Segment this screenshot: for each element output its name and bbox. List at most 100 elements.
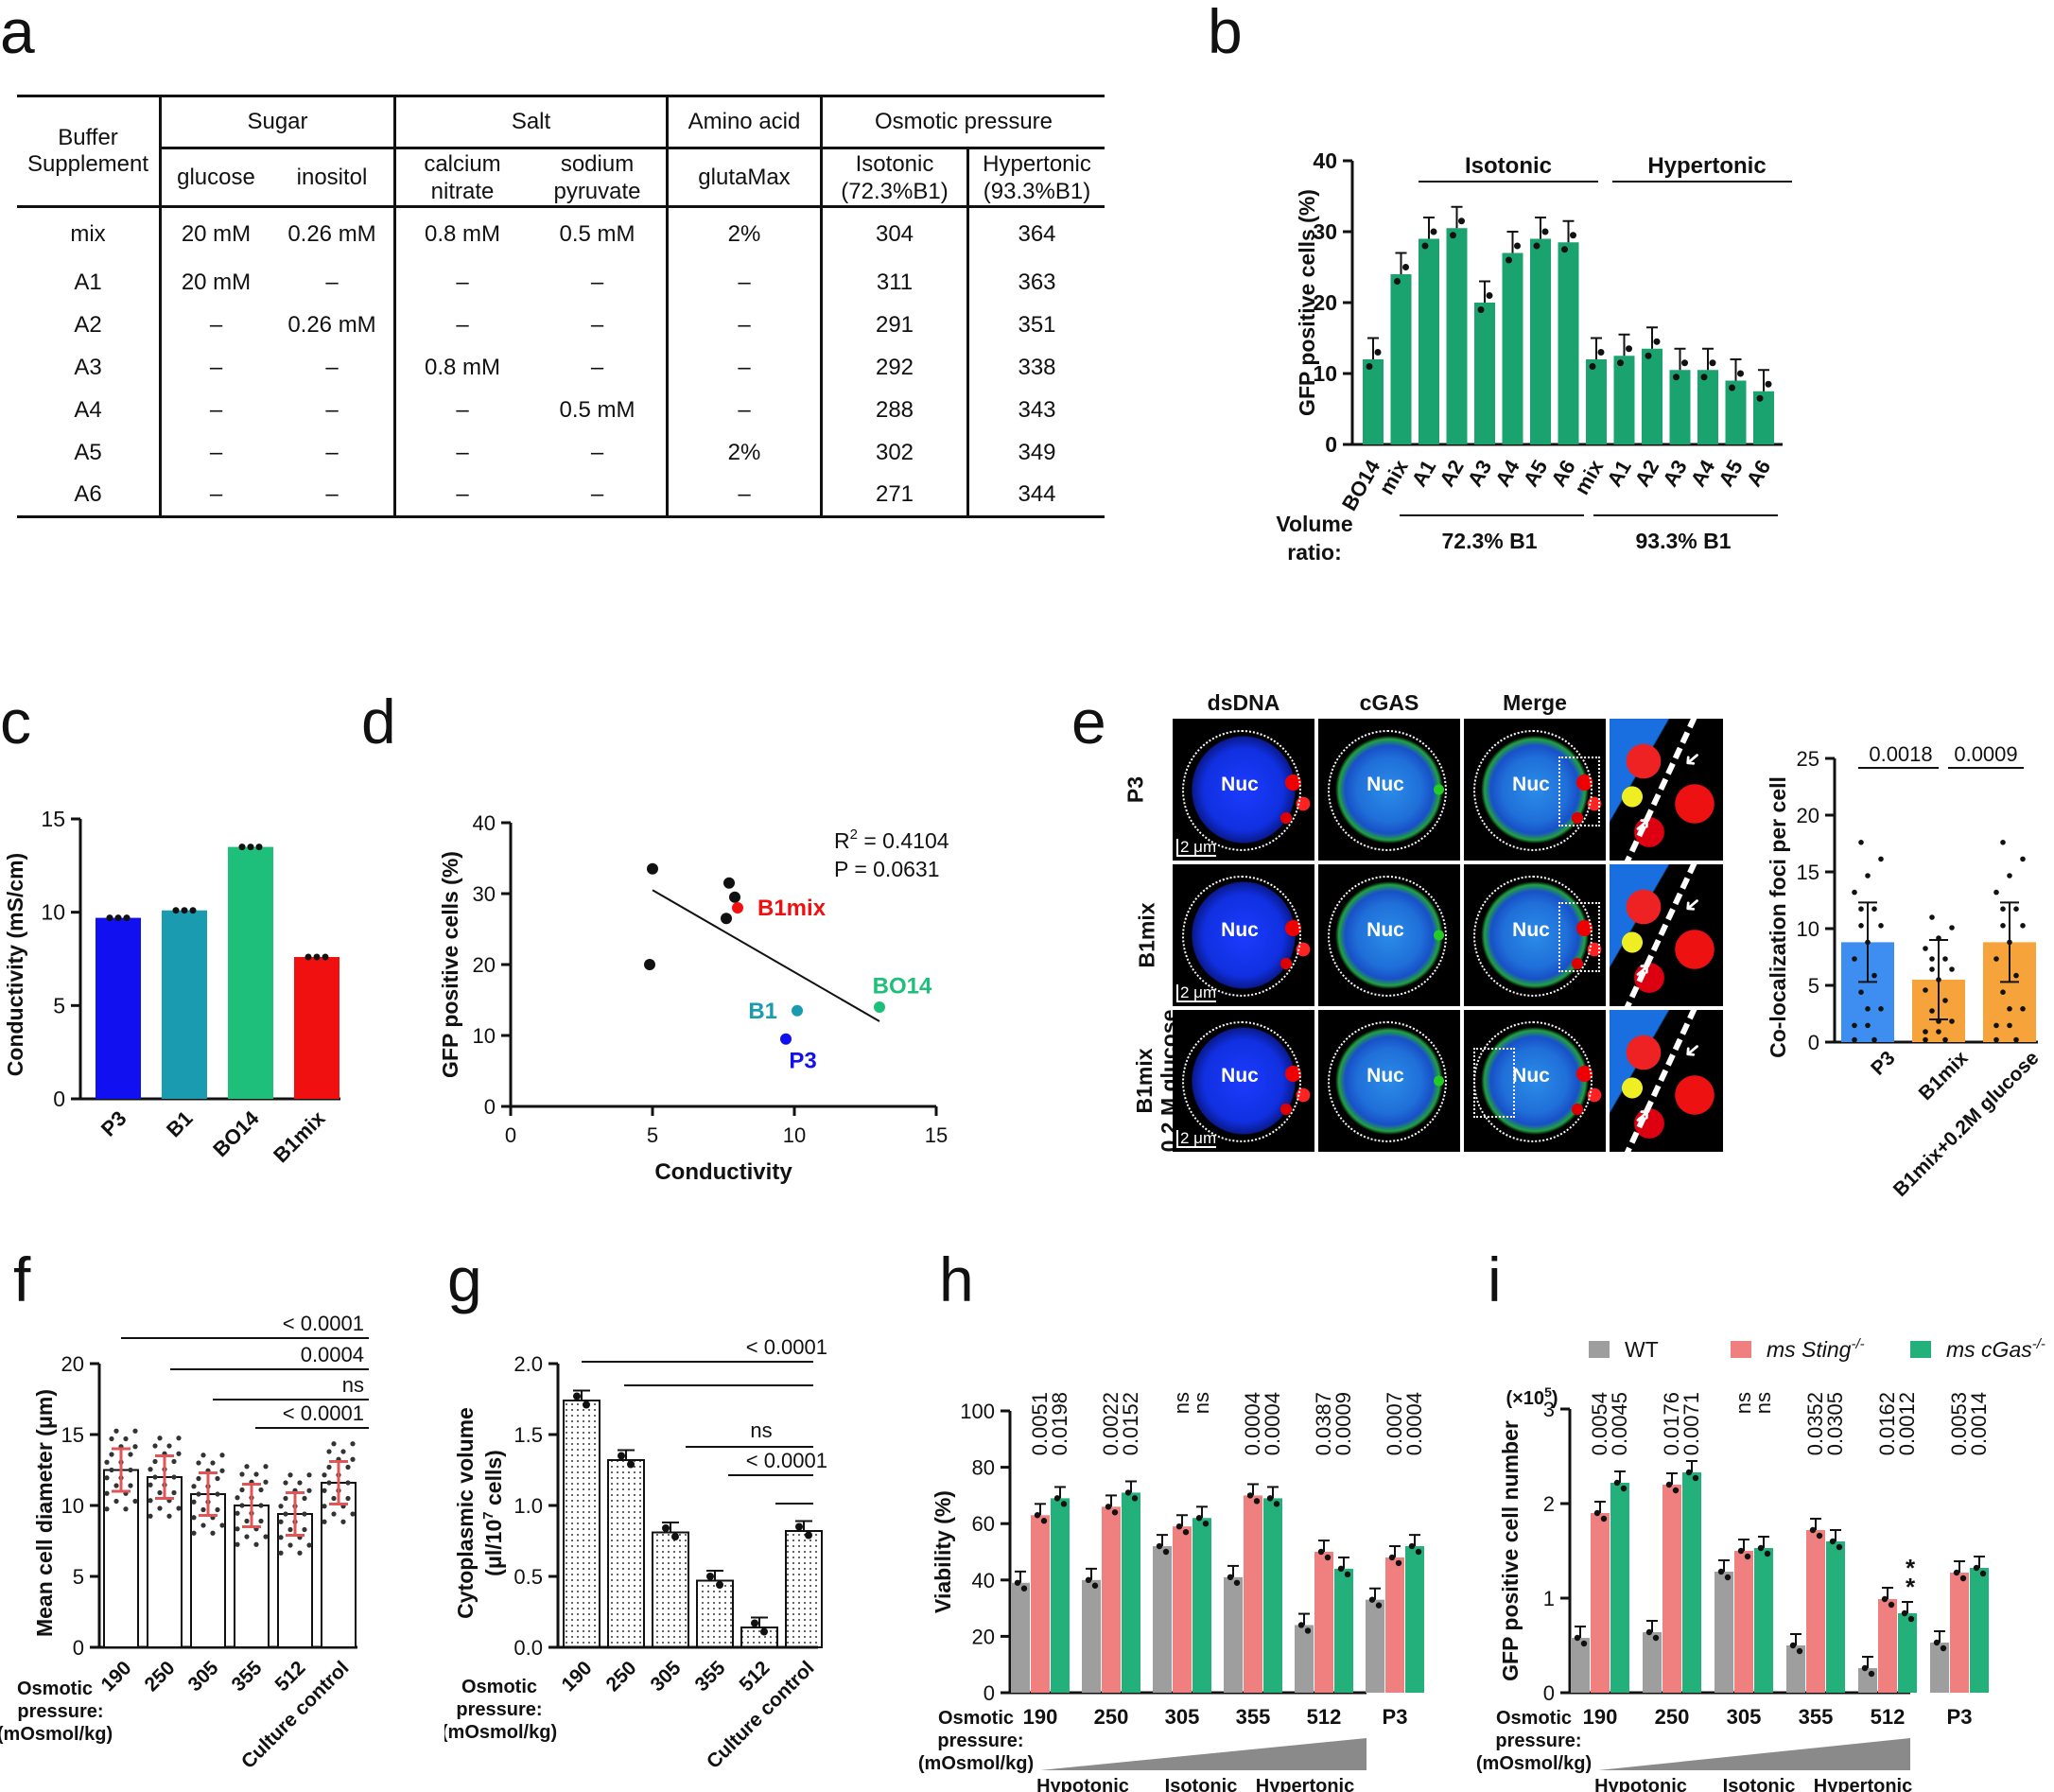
chart-h: 0 20 40 60 80 100 Viability (%) 190 0.00510.0198… — [918, 1392, 1426, 1792]
y-tick-label: 15 — [61, 1423, 84, 1447]
table-cell: – — [529, 474, 668, 518]
data-point — [1865, 939, 1871, 946]
p-value: 0.0152 — [1119, 1392, 1142, 1455]
regression-line — [652, 889, 880, 1022]
table-row-label: A1 — [74, 270, 102, 295]
data-point — [1852, 956, 1857, 962]
nucleus-outline — [1182, 1021, 1301, 1142]
p-value: 0.0022 — [1099, 1392, 1123, 1455]
x-axis-label: Osmotic — [938, 1708, 1014, 1729]
data-point — [1685, 1469, 1693, 1476]
table-row-label: A3 — [74, 355, 102, 380]
scatter-point — [874, 1001, 885, 1013]
chart-e: 0 5 10 15 20 25 Co-localization foci per cell P… — [1766, 742, 2044, 1201]
table-cell: – — [325, 355, 339, 380]
data-point — [247, 844, 254, 851]
scale-bar-label: 2 μm — [1176, 839, 1217, 857]
y-tick-label: 1 — [1543, 1587, 1555, 1610]
data-point — [114, 914, 122, 922]
y-tick-label: 0 — [1325, 432, 1337, 457]
bar — [1858, 1668, 1877, 1693]
data-point — [1933, 1639, 1941, 1646]
x-axis-label: pressure: — [17, 1701, 103, 1722]
data-point — [113, 1483, 119, 1488]
category-label: 305 — [183, 1657, 222, 1696]
table-body: mix 20 mM 0.26 mM 0.8 mM 0.5 mM 2% 304 364 A1 20 … — [17, 206, 1105, 518]
category-label: 305 — [1727, 1705, 1762, 1729]
nucleus-label: Nuc — [1221, 1065, 1259, 1087]
x-axis-label: Osmotic — [461, 1677, 537, 1697]
nucleus-outline — [1473, 876, 1593, 997]
data-point — [148, 1498, 153, 1504]
y-tick-label: 2 — [1543, 1492, 1555, 1516]
volume-group-label: 72.3% B1 — [1441, 529, 1537, 553]
panel-letter-i: i — [1488, 1244, 1502, 1314]
micrograph-tile: Nuc — [1464, 864, 1606, 1006]
nucleus-label: Nuc — [1512, 1065, 1550, 1087]
y-tick-label: 3 — [1543, 1398, 1555, 1421]
comparison-label: ns — [750, 1418, 772, 1442]
data-point — [1053, 1495, 1061, 1502]
table-cell: – — [590, 440, 604, 465]
data-point — [1907, 1615, 1915, 1623]
category-label: B1mix — [1915, 1047, 1973, 1105]
y-tick-label: 0.0 — [514, 1636, 543, 1660]
bar — [1244, 1495, 1262, 1693]
legend-swatch — [1910, 1341, 1931, 1358]
p-value: ns — [1190, 1392, 1213, 1414]
data-point — [235, 1495, 240, 1501]
bar — [1031, 1515, 1050, 1693]
nucleus-outline — [1182, 876, 1301, 997]
table-cell: – — [666, 389, 822, 432]
data-point — [1672, 1487, 1680, 1494]
data-point — [1953, 1569, 1960, 1576]
data-point — [1993, 956, 1999, 962]
gradient-label: Isotonic — [1723, 1776, 1796, 1792]
data-point — [1458, 217, 1465, 225]
data-point — [2007, 1006, 2012, 1012]
y-axis-unit-end: cells) — [481, 1450, 506, 1511]
data-point — [104, 1459, 110, 1465]
table-cell: 344 — [966, 474, 1105, 518]
data-point — [132, 1428, 138, 1434]
y-axis-unit: (×105) — [1506, 1384, 1558, 1409]
data-point — [1942, 998, 1948, 1003]
superscript: -/- — [1851, 1336, 1864, 1352]
bar — [1051, 1498, 1070, 1693]
p-value: 0.0007 — [1383, 1392, 1406, 1455]
comparison-label: < 0.0001 — [746, 1335, 827, 1359]
micrograph-column-label: cGAS — [1359, 690, 1419, 715]
category-label: 305 — [1165, 1705, 1200, 1729]
data-point — [751, 1619, 758, 1627]
data-point — [1388, 1554, 1396, 1561]
point-label: P3 — [789, 1048, 816, 1073]
data-point — [253, 1541, 259, 1547]
bar — [1786, 1645, 1805, 1693]
data-point — [1724, 1574, 1732, 1581]
data-point — [1597, 349, 1605, 356]
data-point — [1574, 1634, 1581, 1642]
category-label: A4 — [1686, 455, 1720, 491]
p-value: 0.0054 — [1588, 1392, 1611, 1455]
data-point — [191, 1499, 197, 1505]
table-row: A1 20 mM – – – –311 363 — [17, 261, 1105, 304]
y-axis-label: GFP positive cells (%) — [438, 851, 462, 1078]
table-cell: – — [159, 474, 270, 518]
table-col-header: glutaMax — [666, 148, 822, 208]
data-point — [171, 1458, 177, 1465]
data-point — [1105, 1504, 1112, 1510]
data-point — [1450, 232, 1456, 239]
data-point — [1533, 242, 1540, 250]
data-point — [1620, 1485, 1628, 1492]
bar — [1153, 1546, 1172, 1693]
y-tick-label: 40 — [473, 811, 496, 835]
data-point — [1936, 977, 1941, 983]
zoom-region-box — [1558, 757, 1600, 826]
data-point — [1246, 1492, 1254, 1499]
bar — [740, 1627, 778, 1648]
data-point — [322, 1519, 327, 1524]
data-point — [258, 1518, 264, 1524]
y-tick-label: 100 — [960, 1400, 995, 1423]
panel-letter-d: d — [361, 687, 396, 757]
data-point — [322, 1472, 327, 1478]
